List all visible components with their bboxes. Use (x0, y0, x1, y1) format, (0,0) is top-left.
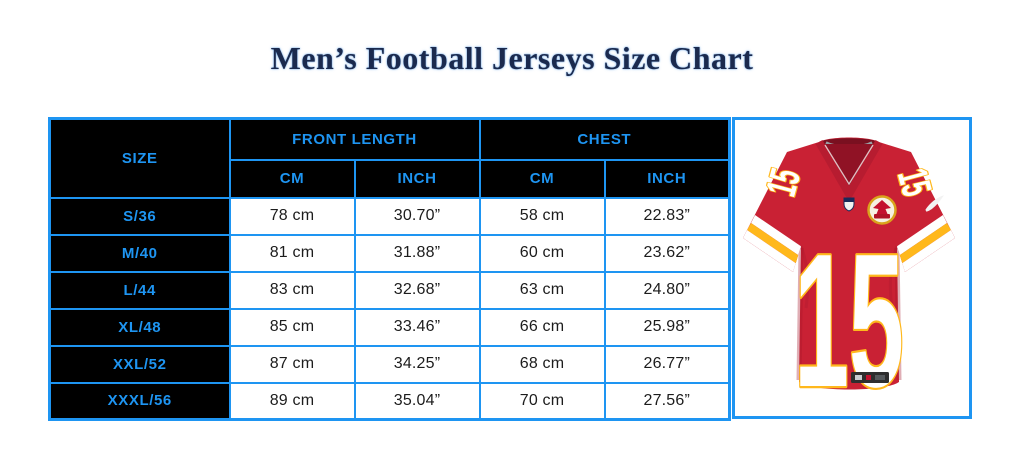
front-length-cm-cell: 89 cm (228, 381, 356, 421)
table-row-xl48: XL/48 85 cm 33.46” 66 cm 25.98” (48, 307, 731, 347)
front-length-inch-cell: 32.68” (353, 270, 481, 310)
chest-cm-cell: 70 cm (478, 381, 606, 421)
front-length-cm-cell: 83 cm (228, 270, 356, 310)
chest-cm-cell: 66 cm (478, 307, 606, 347)
sub-header-front-cm: CM (228, 158, 356, 199)
table-row-l44: L/44 83 cm 32.68” 63 cm 24.80” (48, 270, 731, 310)
chest-inch-cell: 26.77” (603, 344, 731, 384)
chest-cm-cell: 58 cm (478, 196, 606, 236)
table-row-s36: S/36 78 cm 30.70” 58 cm 22.83” (48, 196, 731, 236)
jock-tag (851, 372, 889, 383)
front-length-inch-cell: 30.70” (353, 196, 481, 236)
header-sub-row: CM INCH CM INCH (50, 158, 731, 199)
chest-inch-cell: 24.80” (603, 270, 731, 310)
right-cuff-stripes (895, 215, 955, 272)
jersey-image-panel: 15 15 15 (732, 117, 972, 419)
vneck-trim (815, 140, 883, 198)
chest-cm-cell: 63 cm (478, 270, 606, 310)
col-header-chest: CHEST (478, 117, 731, 161)
col-header-size: SIZE (48, 117, 231, 199)
vneck-opening (823, 144, 875, 188)
front-length-inch-cell: 33.46” (353, 307, 481, 347)
chest-inch-cell: 25.98” (603, 307, 731, 347)
sub-header-chest-inch: INCH (603, 158, 731, 199)
page-title: Men’s Football Jerseys Size Chart (270, 40, 754, 76)
nike-swoosh-icon (925, 195, 944, 212)
size-cell: M/40 (48, 233, 231, 273)
front-length-inch-cell: 34.25” (353, 344, 481, 384)
front-length-inch-cell: 35.04” (353, 381, 481, 421)
sub-header-front-inch: INCH (353, 158, 481, 199)
size-cell: XXXL/56 (48, 381, 231, 421)
size-chart-table: SIZE FRONT LENGTH CHEST CM INCH CM INCH … (48, 117, 732, 421)
chest-inch-cell: 27.56” (603, 381, 731, 421)
table-row-xxl52: XXL/52 87 cm 34.25” 68 cm 26.77” (48, 344, 731, 384)
col-header-front-length: FRONT LENGTH (228, 117, 481, 161)
left-cuff-stripes (743, 215, 803, 272)
header-group-row: SIZE FRONT LENGTH CHEST (48, 117, 731, 199)
front-length-inch-cell: 31.88” (353, 233, 481, 273)
sub-header-chest-cm: CM (478, 158, 606, 199)
front-length-cm-cell: 78 cm (228, 196, 356, 236)
table-row-xxxl56: XXXL/56 89 cm 35.04” 70 cm 27.56” (48, 381, 731, 421)
front-length-cm-cell: 81 cm (228, 233, 356, 273)
chiefs-patch-icon (867, 195, 897, 225)
nfl-shield-icon (843, 197, 855, 212)
size-cell: XXL/52 (48, 344, 231, 384)
size-cell: L/44 (48, 270, 231, 310)
front-length-cm-cell: 87 cm (228, 344, 356, 384)
table-row-m40: M/40 81 cm 31.88” 60 cm 23.62” (48, 233, 731, 273)
chest-inch-cell: 23.62” (603, 233, 731, 273)
size-cell: XL/48 (48, 307, 231, 347)
size-cell: S/36 (48, 196, 231, 236)
front-length-cm-cell: 85 cm (228, 307, 356, 347)
jersey-image: 15 15 15 (743, 137, 955, 416)
chest-cm-cell: 68 cm (478, 344, 606, 384)
jersey-body (743, 137, 955, 390)
chest-cm-cell: 60 cm (478, 233, 606, 273)
chest-inch-cell: 22.83” (603, 196, 731, 236)
chest-number: 15 (794, 215, 904, 416)
